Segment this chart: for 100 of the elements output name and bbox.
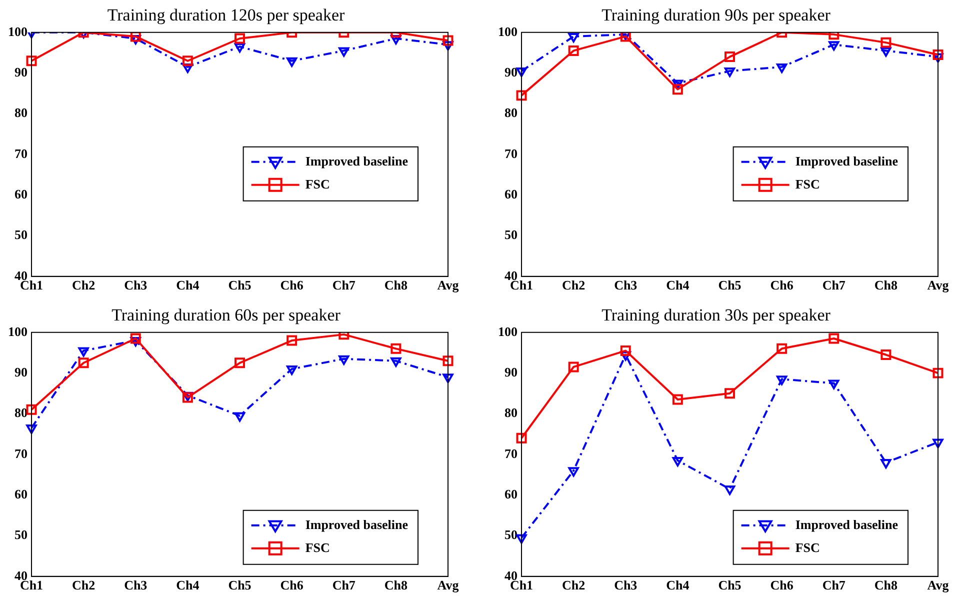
x-tick-label: Ch3 — [614, 278, 638, 293]
legend-label: FSC — [305, 176, 330, 192]
x-tick-label: Ch3 — [124, 578, 148, 593]
y-tick-label: 50 — [14, 227, 28, 242]
point — [568, 362, 579, 372]
point — [880, 459, 892, 469]
chart-title: Training duration 90s per speaker — [602, 6, 831, 25]
point — [442, 374, 454, 384]
point — [724, 68, 736, 78]
legend-label: Improved baseline — [305, 516, 408, 532]
x-tick-label: Ch7 — [822, 278, 846, 293]
legend-label: Improved baseline — [795, 153, 898, 168]
point — [516, 432, 527, 444]
y-tick-label: 70 — [504, 146, 518, 161]
point — [672, 80, 684, 90]
x-tick-label: Ch8 — [874, 578, 898, 593]
y-tick-label: 100 — [8, 24, 28, 39]
point — [26, 404, 37, 415]
legend-label: FSC — [795, 176, 820, 192]
y-tick-label: 80 — [504, 105, 518, 120]
legend-label: FSC — [305, 540, 330, 555]
point — [932, 438, 944, 448]
point — [776, 63, 788, 73]
y-tick-label: 80 — [504, 405, 518, 420]
point — [932, 50, 944, 60]
x-tick-label: Ch8 — [384, 578, 408, 593]
point — [78, 358, 89, 368]
point — [880, 37, 892, 48]
point — [880, 47, 892, 57]
point — [828, 380, 840, 390]
y-tick-label: 50 — [504, 227, 518, 242]
point — [724, 485, 736, 495]
y-tick-label: 60 — [504, 486, 518, 502]
y-tick-label: 80 — [14, 105, 28, 120]
point — [724, 52, 735, 62]
point — [234, 358, 245, 368]
point — [828, 333, 840, 344]
point — [568, 45, 579, 56]
x-tick-label: Ch6 — [280, 578, 304, 593]
x-tick-label: Ch5 — [718, 578, 742, 593]
x-tick-label: Avg — [437, 578, 460, 593]
x-tick-label: Ch3 — [614, 578, 638, 593]
x-tick-label: Ch6 — [770, 578, 794, 593]
point — [672, 394, 683, 405]
x-tick-label: Ch4 — [666, 278, 690, 293]
x-tick-label: Ch7 — [332, 278, 356, 293]
point — [234, 412, 246, 422]
legend-label: Improved baseline — [305, 153, 408, 168]
y-tick-label: 50 — [14, 527, 28, 542]
x-tick-label: Ch4 — [176, 278, 200, 293]
y-tick-label: 100 — [498, 24, 518, 39]
point — [78, 347, 89, 357]
point — [516, 90, 527, 101]
x-tick-label: Ch4 — [666, 578, 690, 593]
x-tick-label: Ch2 — [72, 578, 96, 593]
x-tick-label: Ch2 — [562, 578, 586, 593]
y-tick-label: 50 — [504, 527, 518, 542]
x-tick-label: Ch8 — [384, 278, 408, 293]
point — [828, 32, 840, 40]
point — [568, 467, 579, 477]
point — [724, 388, 735, 399]
point — [672, 84, 683, 95]
y-tick-label: 60 — [14, 486, 28, 502]
x-tick-label: Avg — [927, 578, 950, 593]
legend-label: FSC — [795, 540, 820, 555]
point — [390, 343, 402, 354]
x-tick-label: Avg — [437, 278, 460, 293]
chart-title: Training duration 120s per speaker — [107, 6, 345, 25]
point — [442, 356, 454, 366]
x-tick-label: Ch6 — [280, 278, 304, 293]
y-tick-label: 70 — [14, 446, 28, 461]
y-tick-label: 70 — [14, 146, 28, 161]
point — [286, 335, 298, 346]
point — [776, 376, 788, 386]
point — [932, 368, 944, 378]
y-tick-label: 90 — [14, 64, 28, 80]
x-tick-label: Ch5 — [718, 278, 742, 293]
point — [672, 457, 684, 466]
y-tick-label: 100 — [498, 324, 518, 339]
x-tick-label: Ch4 — [176, 578, 200, 593]
chart-title: Training duration 60s per speaker — [112, 306, 341, 325]
point — [880, 350, 892, 360]
y-tick-label: 90 — [504, 364, 518, 380]
x-tick-label: Ch3 — [124, 278, 148, 293]
point — [338, 355, 350, 365]
point — [130, 333, 141, 344]
point — [620, 345, 631, 356]
x-tick-label: Ch8 — [874, 278, 898, 293]
point — [338, 332, 350, 340]
chart-title: Training duration 30s per speaker — [602, 306, 831, 325]
point — [568, 32, 579, 42]
x-tick-label: Ch5 — [228, 278, 252, 293]
y-tick-label: 90 — [504, 64, 518, 80]
legend-label: Improved baseline — [795, 516, 898, 532]
point — [516, 534, 527, 544]
point — [26, 424, 37, 434]
y-tick-label: 80 — [14, 405, 28, 420]
y-tick-label: 70 — [504, 446, 518, 461]
x-tick-label: Ch7 — [332, 578, 356, 593]
x-tick-label: Ch7 — [822, 578, 846, 593]
